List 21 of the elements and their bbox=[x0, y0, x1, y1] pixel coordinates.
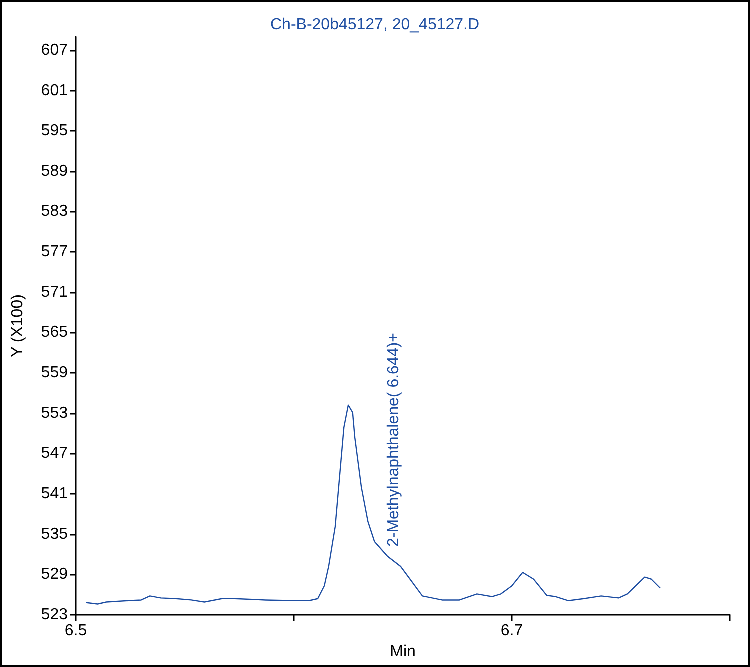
y-tick-label: 601 bbox=[41, 82, 68, 100]
y-tick-label: 589 bbox=[41, 162, 68, 180]
x-tick-label: 6.5 bbox=[64, 622, 88, 640]
y-tick-label: 595 bbox=[41, 122, 68, 140]
y-tick-label: 577 bbox=[41, 244, 68, 261]
y-tick-label: 559 bbox=[41, 364, 68, 382]
y-axis-title: Y (X100) bbox=[10, 294, 26, 358]
y-tick-label: 571 bbox=[41, 284, 68, 301]
y-tick-label: 607 bbox=[41, 42, 68, 59]
y-tick-label: 541 bbox=[41, 486, 68, 503]
x-tick-label: 6.7 bbox=[500, 622, 524, 640]
y-tick-label: 535 bbox=[41, 526, 68, 543]
y-tick-label: 523 bbox=[41, 606, 68, 624]
y-tick-label: 529 bbox=[41, 566, 68, 584]
y-tick-label: 553 bbox=[41, 404, 68, 422]
annotation: 2-Methylnaphthalene( 6.644)+ bbox=[386, 333, 402, 547]
chart-title: Ch-B-20b45127, 20_45127.D bbox=[270, 16, 480, 34]
y-tick-label: 565 bbox=[41, 324, 68, 342]
y-tick-label: 583 bbox=[41, 203, 68, 220]
y-tick-label: 547 bbox=[41, 445, 68, 462]
x-axis-title: Min bbox=[390, 643, 416, 660]
